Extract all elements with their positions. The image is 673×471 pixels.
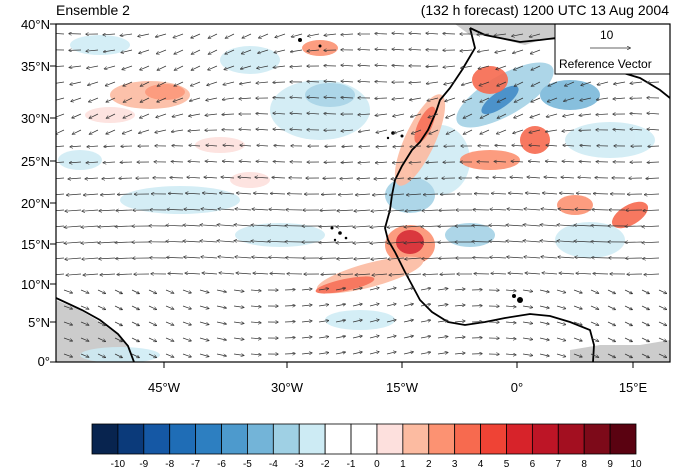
- colorbar-swatch: [583, 423, 611, 455]
- colorbar-label: -9: [139, 459, 149, 470]
- lat-label-10n: 10°N: [20, 277, 50, 292]
- colorbar-swatch: [195, 423, 222, 455]
- map-frame: [55, 23, 671, 363]
- colorbar-label: -10: [110, 459, 126, 470]
- lat-label-20n: 20°N: [20, 196, 50, 211]
- lat-label-5n: 5°N: [28, 315, 50, 330]
- colorbar-label: -4: [268, 459, 278, 470]
- colorbar-label: 6: [529, 459, 536, 470]
- colorbar-label: 1: [400, 459, 406, 470]
- colorbar-swatch: [480, 423, 507, 455]
- colorbar-label: -3: [294, 459, 304, 470]
- lat-label-0: 0°: [37, 354, 50, 369]
- colorbar-label: -7: [191, 459, 201, 470]
- lon-label-15e: 15°E: [618, 380, 648, 395]
- colorbar-label: 4: [477, 459, 484, 470]
- axis-ticks: [50, 23, 634, 368]
- colorbar-swatch: [143, 423, 171, 455]
- reference-vector-label: Reference Vector: [559, 57, 652, 71]
- colorbar-swatch: [324, 423, 352, 455]
- colorbar-swatch: [117, 423, 145, 455]
- lat-label-40n: 40°N: [20, 17, 50, 32]
- colorbar-swatch: [402, 423, 430, 455]
- colorbar-label: -5: [242, 459, 252, 470]
- lat-label-35n: 35°N: [20, 59, 50, 74]
- colorbar-label: -1: [346, 459, 356, 470]
- lon-label-15w: 15°W: [386, 380, 418, 395]
- lon-label-45w: 45°W: [148, 380, 180, 395]
- colorbar-label: 7: [555, 459, 562, 470]
- land-south-america: [56, 300, 134, 362]
- colorbar-swatch: [272, 423, 300, 455]
- lat-label-30n: 30°N: [20, 111, 50, 126]
- colorbar-swatch: [531, 423, 559, 455]
- colorbar-swatch: [91, 423, 119, 455]
- colorbar-swatch: [298, 423, 326, 455]
- colorbar-swatch: [247, 423, 274, 455]
- lat-label-25n: 25°N: [20, 154, 50, 169]
- colorbar-swatch: [609, 423, 637, 455]
- map-plot-area: [56, 24, 670, 362]
- lon-label-0: 0°: [510, 380, 524, 395]
- reference-vector-value: 10: [600, 28, 614, 42]
- plot-title-right: (132 h forecast) 1200 UTC 13 Aug 2004: [420, 2, 669, 18]
- colorbar-swatch: [506, 423, 533, 455]
- land-iberia: [455, 24, 556, 45]
- wind-vectors: [56, 33, 666, 357]
- colorbar-label: 10: [630, 459, 642, 470]
- lat-label-15n: 15°N: [20, 237, 50, 252]
- colorbar-label: -6: [217, 459, 226, 470]
- colorbar-label: 8: [581, 459, 587, 470]
- land-gulf-guinea: [570, 340, 670, 362]
- colorbar-label: 5: [503, 459, 510, 470]
- colorbar-label: 2: [425, 459, 432, 470]
- colorbar-label: 3: [451, 459, 458, 470]
- lon-label-30w: 30°W: [271, 380, 303, 395]
- colorbar-label: -2: [320, 459, 330, 470]
- colorbar-label: -8: [165, 459, 175, 470]
- colorbar-swatch: [454, 423, 481, 455]
- colorbar: [91, 423, 637, 455]
- colorbar-swatch: [557, 423, 585, 455]
- colorbar-label: 9: [607, 459, 613, 470]
- colorbar-swatch: [376, 423, 404, 455]
- anomaly-positive: [85, 40, 649, 294]
- colorbar-swatch: [169, 423, 197, 455]
- colorbar-swatch: [428, 423, 456, 455]
- colorbar-swatch: [350, 423, 378, 455]
- colorbar-swatch: [221, 423, 248, 455]
- colorbar-label: 0: [374, 459, 380, 470]
- plot-title-left: Ensemble 2: [56, 2, 130, 18]
